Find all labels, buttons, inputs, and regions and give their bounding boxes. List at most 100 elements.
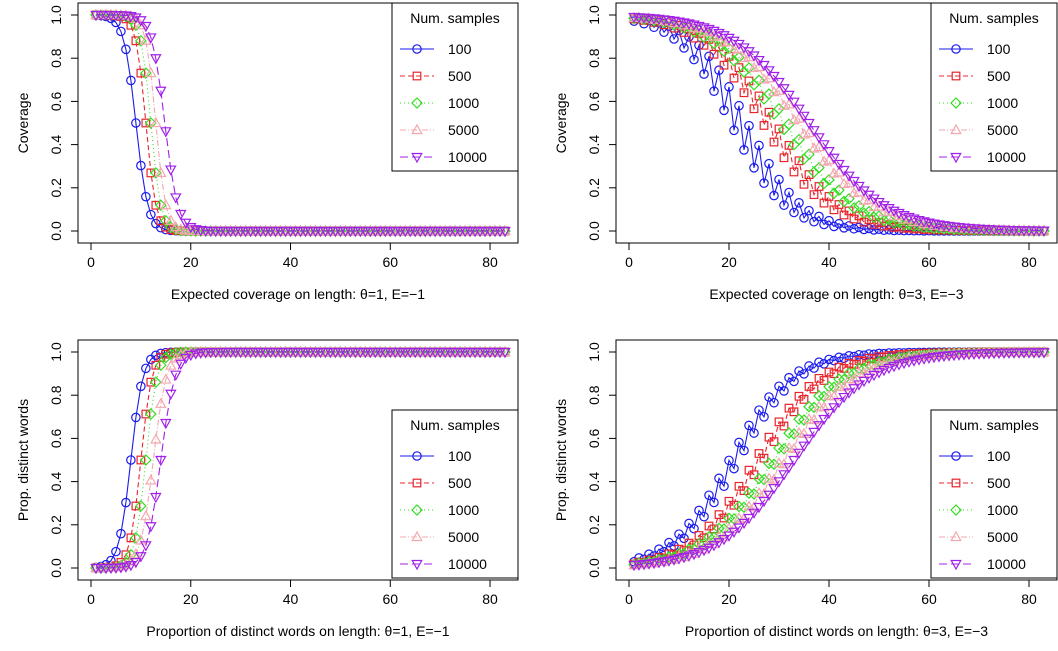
data-point xyxy=(839,223,849,233)
data-point xyxy=(778,443,790,455)
legend: Num. samples 100 500 1000 5000 10000 xyxy=(391,2,519,172)
x-tick-label: 80 xyxy=(482,254,498,270)
data-point xyxy=(808,126,820,137)
data-point xyxy=(689,33,699,43)
data-point xyxy=(125,560,137,572)
data-point xyxy=(156,222,166,233)
data-point xyxy=(121,497,131,508)
legend-box xyxy=(391,2,519,172)
data-point xyxy=(704,521,714,531)
data-point xyxy=(130,557,142,569)
data-point xyxy=(823,408,835,420)
data-point xyxy=(818,177,830,190)
data-point xyxy=(150,433,162,444)
data-point xyxy=(799,369,809,379)
data-point xyxy=(184,350,197,362)
data-point xyxy=(863,373,875,384)
data-point xyxy=(176,347,186,357)
series-10000 xyxy=(90,347,511,575)
legend-marker xyxy=(951,44,961,54)
data-point xyxy=(754,140,764,151)
data-point xyxy=(499,347,511,359)
data-point xyxy=(719,60,729,70)
data-point xyxy=(798,111,810,123)
data-point xyxy=(145,474,157,485)
y-axis-label: Prop. distinct words xyxy=(15,399,31,521)
data-point xyxy=(159,351,172,364)
data-point xyxy=(764,392,774,402)
data-point xyxy=(694,40,704,51)
data-point xyxy=(789,207,799,218)
data-point xyxy=(728,54,740,67)
data-point xyxy=(121,44,131,55)
data-point xyxy=(753,502,765,514)
legend-box xyxy=(930,409,1058,579)
data-point xyxy=(883,204,895,215)
data-point xyxy=(784,187,794,198)
data-point xyxy=(818,140,830,151)
data-point xyxy=(141,363,151,374)
data-point xyxy=(744,420,754,431)
data-point xyxy=(888,217,900,229)
data-point xyxy=(140,454,152,466)
data-point xyxy=(784,140,794,150)
legend-label: 5000 xyxy=(448,122,479,138)
data-point xyxy=(1038,226,1050,237)
data-point xyxy=(828,187,840,200)
data-point xyxy=(793,413,805,426)
data-point xyxy=(130,548,142,559)
x-tick-label: 60 xyxy=(921,254,937,270)
data-point xyxy=(868,211,880,224)
data-point xyxy=(789,376,799,387)
x-tick-label: 0 xyxy=(625,254,633,270)
data-point xyxy=(708,26,720,38)
data-point xyxy=(135,19,147,30)
y-tick-label: 0.8 xyxy=(48,385,64,405)
legend-box xyxy=(930,2,1058,172)
data-point xyxy=(116,26,126,37)
chart-panel-1: 0 20 40 60 80 0.0 0.2 0.4 0.6 0.8 1.0 Expected cove… xyxy=(15,2,519,302)
data-point xyxy=(669,34,679,44)
data-point xyxy=(739,486,749,496)
data-point xyxy=(763,490,775,501)
data-point xyxy=(151,360,161,370)
data-point xyxy=(120,562,132,573)
data-point xyxy=(749,163,759,173)
data-point xyxy=(739,145,749,155)
data-point xyxy=(708,37,720,50)
data-point xyxy=(808,427,820,439)
legend-marker xyxy=(412,71,422,81)
data-point xyxy=(744,120,754,131)
data-point xyxy=(814,373,824,383)
data-point xyxy=(729,463,739,474)
data-point xyxy=(803,412,815,424)
data-point xyxy=(719,105,729,116)
data-point xyxy=(833,159,845,171)
data-point xyxy=(704,51,714,62)
data-point xyxy=(813,421,825,432)
data-point xyxy=(170,370,182,381)
data-point xyxy=(719,513,729,523)
data-point xyxy=(733,500,745,513)
data-point xyxy=(683,551,695,562)
data-point xyxy=(170,220,182,232)
data-point xyxy=(763,472,775,483)
series-line xyxy=(633,17,1045,232)
data-point xyxy=(873,197,885,209)
y-tick-label: 0.2 xyxy=(48,515,64,535)
data-point xyxy=(898,211,910,222)
data-point xyxy=(136,160,146,171)
data-point xyxy=(893,360,905,371)
data-point xyxy=(136,68,146,78)
x-tick-label: 0 xyxy=(87,591,95,607)
data-point xyxy=(135,16,147,27)
data-point xyxy=(141,191,151,202)
data-point xyxy=(699,511,709,522)
x-tick-label: 80 xyxy=(482,591,498,607)
y-tick-label: 0.8 xyxy=(586,385,602,405)
data-point xyxy=(829,355,839,366)
data-point xyxy=(758,496,770,508)
data-point xyxy=(714,473,724,484)
data-point xyxy=(140,21,152,33)
data-point xyxy=(904,223,914,232)
